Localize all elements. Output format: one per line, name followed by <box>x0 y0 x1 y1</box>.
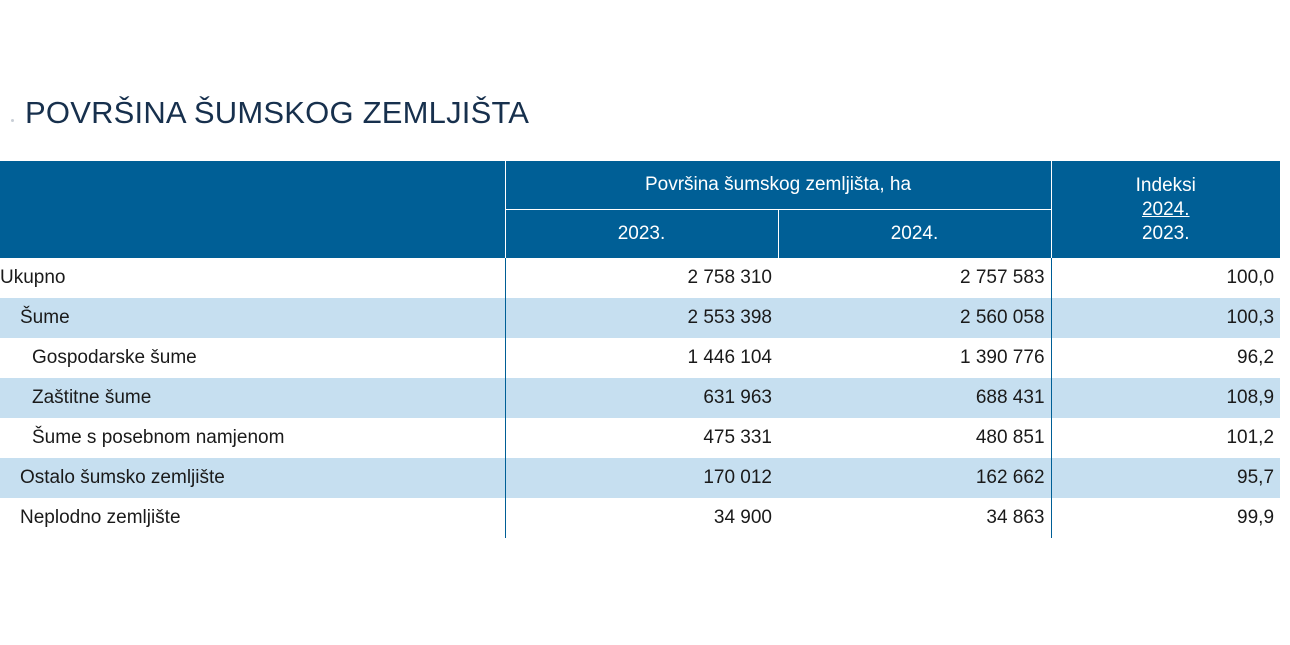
table-row: Šume s posebnom namjenom 475 331 480 851… <box>0 418 1281 458</box>
table-row: Ukupno 2 758 310 2 757 583 100,0 <box>0 258 1281 298</box>
row-label: Zaštitne šume <box>32 387 152 408</box>
header-empty-cell <box>0 161 505 258</box>
header-group-label: Površina šumskog zemljišta, ha <box>504 161 1052 210</box>
row-index: 108,9 <box>1050 378 1281 418</box>
row-value-2024: 2 757 583 <box>959 267 1045 288</box>
row-value-2024: 2 560 058 <box>778 298 1052 338</box>
row-value-2023: 2 758 310 <box>504 258 778 298</box>
row-value-2024: 480 851 <box>975 427 1045 448</box>
row-value-2023: 34 900 <box>504 498 778 538</box>
row-label: Šume s posebnom namjenom <box>32 427 285 448</box>
table-row: Ostalo šumsko zemljište 170 012 162 662 … <box>0 458 1281 498</box>
header-year-2023: 2023. <box>504 209 778 258</box>
table-row: Zaštitne šume 631 963 688 431 108,9 <box>0 378 1281 418</box>
row-index: 101,2 <box>1050 418 1281 458</box>
row-label: Neplodno zemljište <box>20 507 181 528</box>
row-label: Ostalo šumsko zemljište <box>20 467 225 488</box>
row-value-2023: 1 446 104 <box>504 338 778 378</box>
row-value-2024: 688 431 <box>778 378 1052 418</box>
row-index: 100,0 <box>1050 258 1281 298</box>
forest-area-table: Površina šumskog zemljišta, ha Indeksi 2… <box>0 161 1281 538</box>
row-index: 99,9 <box>1050 498 1281 538</box>
table-header-row: Površina šumskog zemljišta, ha Indeksi 2… <box>0 161 1281 258</box>
row-value-2023: 631 963 <box>504 378 778 418</box>
table-row: Gospodarske šume 1 446 104 1 390 776 96,… <box>0 338 1281 378</box>
row-value-2023: 2 553 398 <box>504 298 778 338</box>
title-bullet <box>11 119 14 122</box>
row-label: Gospodarske šume <box>32 347 197 368</box>
table-row: Šume 2 553 398 2 560 058 100,3 <box>0 298 1281 338</box>
row-index: 95,7 <box>1050 458 1281 498</box>
row-value-2024: 1 390 776 <box>959 347 1045 368</box>
header-index-denominator: 2023. <box>1141 222 1190 244</box>
table-row: Neplodno zemljište 34 900 34 863 99,9 <box>0 498 1281 538</box>
row-value-2023: 475 331 <box>504 418 778 458</box>
row-label: Ukupno <box>0 267 66 288</box>
row-value-2024: 34 863 <box>986 507 1045 528</box>
row-label: Šume <box>20 307 70 328</box>
header-index-label: Indeksi <box>1135 174 1196 196</box>
header-index: Indeksi 2024. 2023. <box>1050 161 1281 258</box>
row-index: 96,2 <box>1050 338 1281 378</box>
header-year-2024: 2024. <box>777 209 1052 258</box>
header-index-numerator: 2024. <box>1141 198 1190 220</box>
page-title: POVRŠINA ŠUMSKOG ZEMLJIŠTA <box>25 95 530 130</box>
row-value-2024: 162 662 <box>778 458 1052 498</box>
row-index: 100,3 <box>1050 298 1281 338</box>
row-value-2023: 170 012 <box>504 458 778 498</box>
table-header-years-row: 2023. 2024. <box>0 209 1280 258</box>
